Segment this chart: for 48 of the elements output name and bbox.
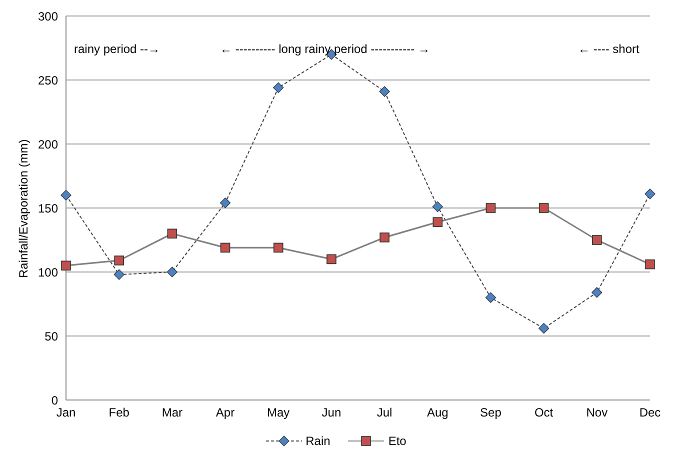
x-tick-label: Feb	[108, 406, 130, 420]
point	[538, 323, 550, 334]
point	[380, 232, 390, 242]
point	[166, 266, 178, 278]
y-axis-title: Rainfall/Evaporation (mm)	[16, 139, 30, 278]
point	[592, 287, 602, 298]
x-tick-label: Aug	[426, 406, 448, 420]
legend-label: Eto	[387, 434, 406, 448]
y-tick-label: 150	[38, 201, 58, 216]
annotation: rainy period --→	[74, 42, 160, 56]
point	[486, 203, 496, 213]
annotation: ← ---------- long rainy period ----------- →	[220, 42, 430, 56]
y-tick-label: 300	[38, 9, 58, 24]
y-tick-label: 100	[38, 265, 58, 280]
point	[220, 242, 230, 253]
x-tick-label: Dec	[639, 406, 661, 420]
point	[273, 242, 284, 253]
point	[167, 228, 178, 238]
legend-label: Rain	[304, 434, 330, 448]
point	[114, 256, 124, 266]
point	[644, 188, 656, 200]
point	[645, 259, 655, 270]
x-tick-label: Sep	[480, 406, 502, 420]
x-tick-label: Mar	[162, 406, 183, 420]
annotation: ← ---- short	[578, 42, 640, 56]
x-tick-label: May	[267, 406, 290, 420]
point	[114, 269, 124, 280]
x-tick-label: Oct	[534, 406, 554, 420]
point	[432, 217, 443, 227]
y-tick-label: 200	[38, 137, 58, 152]
x-tick-label: Jun	[322, 406, 342, 420]
point	[220, 198, 231, 208]
point	[379, 86, 390, 97]
y-tick-label: 250	[38, 73, 58, 88]
point	[592, 235, 602, 245]
y-tick-label: 0	[51, 393, 58, 408]
point	[61, 260, 71, 270]
y-tick-label: 50	[44, 329, 58, 344]
x-tick-label: Jul	[376, 406, 392, 420]
point	[538, 203, 549, 213]
point	[326, 254, 336, 264]
point	[485, 292, 496, 303]
x-tick-label: Apr	[216, 406, 235, 420]
x-tick-label: Jan	[56, 406, 76, 420]
point	[273, 82, 284, 93]
x-tick-label: Nov	[586, 406, 608, 420]
point	[60, 190, 72, 200]
point	[432, 201, 443, 212]
